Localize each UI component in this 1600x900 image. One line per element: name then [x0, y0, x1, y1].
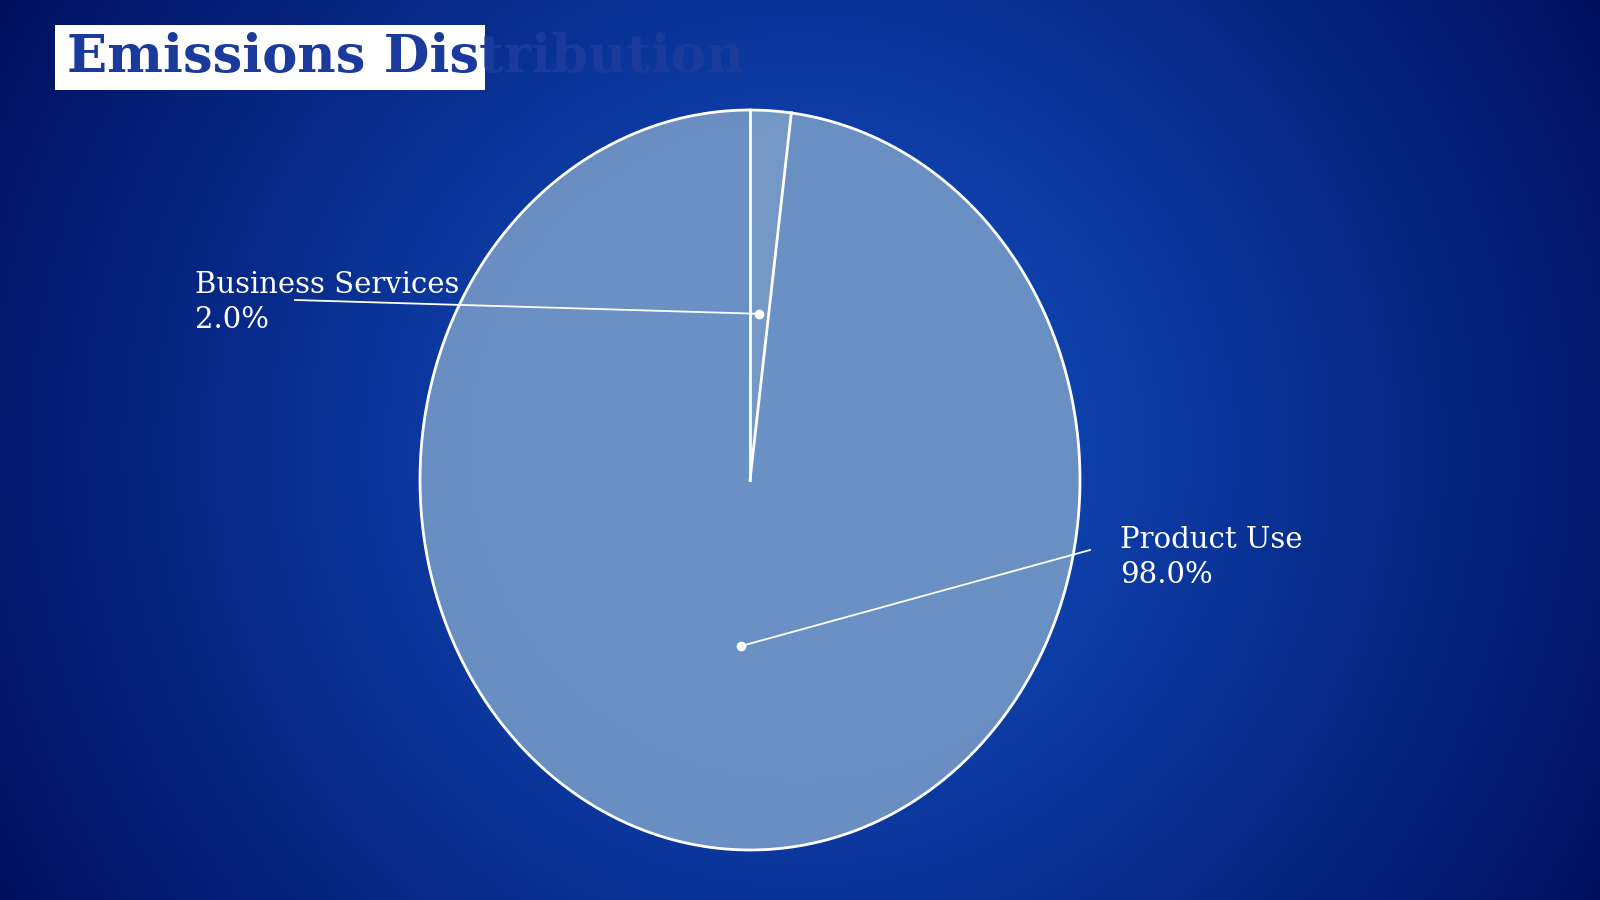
Text: Emissions Distribution: Emissions Distribution	[67, 32, 744, 83]
Text: 2.0%: 2.0%	[195, 306, 269, 334]
Text: Product Use: Product Use	[1120, 526, 1302, 554]
FancyBboxPatch shape	[54, 25, 485, 90]
Text: Business Services: Business Services	[195, 271, 459, 299]
Text: 98.0%: 98.0%	[1120, 561, 1213, 589]
Polygon shape	[750, 110, 792, 480]
Polygon shape	[421, 110, 1080, 850]
